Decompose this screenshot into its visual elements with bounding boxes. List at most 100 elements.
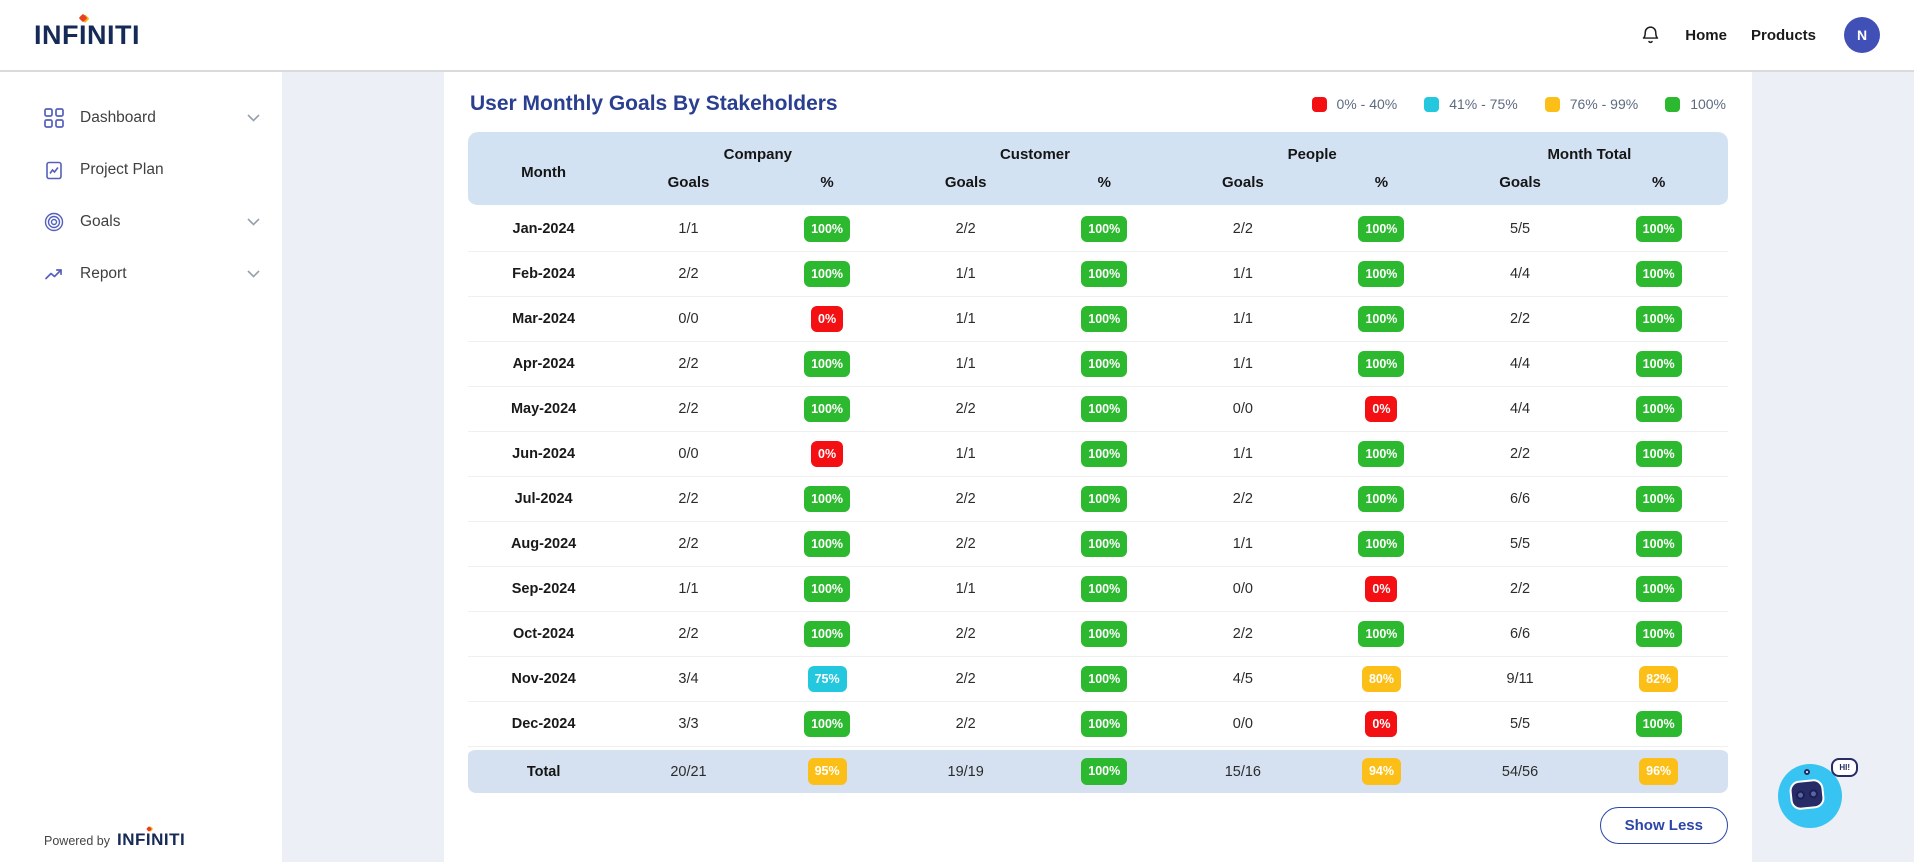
- pct-cell: 100%: [757, 387, 897, 432]
- goals-cell: 1/1: [896, 567, 1035, 612]
- percent-badge: 0%: [811, 440, 844, 468]
- legend-label: 41% - 75%: [1449, 96, 1518, 112]
- month-cell: Jul-2024: [468, 477, 620, 522]
- percent-badge: 100%: [1358, 215, 1405, 243]
- goals-cell: 4/4: [1450, 342, 1590, 387]
- month-cell: Aug-2024: [468, 522, 620, 567]
- pct-cell: 0%: [757, 432, 897, 477]
- legend-swatch: [1311, 96, 1327, 112]
- percent-badge: 100%: [804, 710, 851, 738]
- month-cell: May-2024: [468, 387, 620, 432]
- table-row: Aug-2024 2/2 100% 2/2 100% 1/1 100% 5/5 100%: [468, 522, 1728, 567]
- pct-cell: 100%: [1034, 432, 1174, 477]
- percent-badge: 0%: [1365, 395, 1398, 423]
- legend-label: 0% - 40%: [1336, 96, 1398, 112]
- month-cell: Apr-2024: [468, 342, 620, 387]
- goals-cell: 2/2: [1450, 432, 1590, 477]
- goals-cell: 2/2: [1450, 567, 1590, 612]
- content-card: User Monthly Goals By Stakeholders 0% - …: [444, 72, 1752, 862]
- goals-cell: 2/2: [896, 522, 1035, 567]
- goals-cell: 2/2: [1173, 477, 1313, 522]
- goals-cell: 1/1: [1173, 522, 1313, 567]
- goals-table: Month Company Customer People Month Tota…: [468, 132, 1728, 793]
- month-cell: Total: [468, 747, 620, 793]
- percent-badge: 75%: [807, 665, 847, 693]
- goals-cell: 0/0: [619, 432, 758, 477]
- logo-text: INF: [117, 830, 146, 849]
- card-header: User Monthly Goals By Stakeholders 0% - …: [468, 84, 1728, 124]
- sidebar-item-label: Goals: [80, 213, 121, 230]
- trend-icon: [44, 264, 64, 284]
- month-cell: Feb-2024: [468, 252, 620, 297]
- pct-cell: 100%: [1589, 207, 1728, 252]
- pct-cell: 100%: [1034, 387, 1174, 432]
- legend-swatch: [1665, 96, 1681, 112]
- pct-cell: 100%: [1034, 297, 1174, 342]
- percent-badge: 100%: [1081, 305, 1128, 333]
- sidebar-item-project-plan[interactable]: Project Plan: [0, 144, 282, 196]
- logo-text: NITI: [151, 830, 186, 849]
- nav-link-home[interactable]: Home: [1685, 26, 1727, 44]
- month-cell: Oct-2024: [468, 612, 620, 657]
- percent-badge: 100%: [804, 260, 851, 288]
- goals-cell: 5/5: [1450, 522, 1590, 567]
- legend-item: 0% - 40%: [1311, 96, 1398, 112]
- goals-cell: 2/2: [619, 342, 758, 387]
- pct-cell: 100%: [1312, 432, 1451, 477]
- percent-badge: 100%: [1081, 530, 1128, 558]
- chevron-down-icon: [247, 109, 260, 127]
- pct-cell: 100%: [757, 567, 897, 612]
- logo-text-dotted: I: [79, 19, 88, 50]
- goals-cell: 2/2: [896, 702, 1035, 747]
- pct-cell: 94%: [1312, 747, 1451, 793]
- header-goals: Goals: [1173, 169, 1313, 207]
- month-cell: Jun-2024: [468, 432, 620, 477]
- table-row: Mar-2024 0/0 0% 1/1 100% 1/1 100% 2/2 100%: [468, 297, 1728, 342]
- legend-item: 76% - 99%: [1544, 96, 1638, 112]
- percent-badge: 100%: [1081, 260, 1128, 288]
- goals-cell: 2/2: [1173, 207, 1313, 252]
- pct-cell: 100%: [1034, 252, 1174, 297]
- goals-cell: 2/2: [619, 477, 758, 522]
- percent-badge: 100%: [1081, 758, 1128, 785]
- percent-badge: 100%: [1635, 485, 1682, 513]
- goals-cell: 1/1: [896, 342, 1035, 387]
- percent-badge: 0%: [1365, 575, 1398, 603]
- percent-badge: 0%: [1365, 710, 1398, 738]
- goals-cell: 0/0: [1173, 387, 1313, 432]
- footer-brand-logo: INF I NITI: [117, 826, 186, 850]
- percent-badge: 0%: [811, 305, 844, 333]
- nav-link-products[interactable]: Products: [1750, 26, 1816, 44]
- header-group-company: Company: [619, 132, 897, 169]
- sidebar-item-report[interactable]: Report: [0, 248, 282, 300]
- sidebar: Dashboard Project Plan Goals Report Powe…: [0, 72, 282, 862]
- show-less-button[interactable]: Show Less: [1599, 807, 1728, 844]
- powered-by-label: Powered by: [44, 834, 111, 848]
- month-cell: Sep-2024: [468, 567, 620, 612]
- avatar[interactable]: N: [1844, 17, 1880, 53]
- goals-cell: 2/2: [619, 612, 758, 657]
- sidebar-item-dashboard[interactable]: Dashboard: [0, 92, 282, 144]
- percent-badge: 100%: [804, 395, 851, 423]
- percent-badge: 100%: [1081, 710, 1128, 738]
- header-group-people: People: [1173, 132, 1451, 169]
- chatbot-launcher[interactable]: HI!: [1778, 758, 1858, 828]
- goals-cell: 4/4: [1450, 387, 1590, 432]
- bell-icon[interactable]: [1640, 24, 1661, 46]
- pct-cell: 100%: [1034, 657, 1174, 702]
- goals-cell: 20/21: [619, 747, 758, 793]
- logo-text: INF: [34, 19, 79, 50]
- percent-badge: 100%: [1358, 440, 1405, 468]
- page-title: User Monthly Goals By Stakeholders: [470, 92, 838, 115]
- main-area: User Monthly Goals By Stakeholders 0% - …: [282, 72, 1914, 862]
- top-navbar: INF I NITI Home Products N: [0, 0, 1914, 72]
- powered-by: Powered by INF I NITI: [44, 826, 186, 850]
- goals-cell: 1/1: [1173, 342, 1313, 387]
- header-pct: %: [1312, 169, 1451, 207]
- pct-cell: 100%: [1034, 477, 1174, 522]
- logo-text: NITI: [87, 19, 141, 50]
- sidebar-item-goals[interactable]: Goals: [0, 196, 282, 248]
- percent-badge: 100%: [1081, 215, 1128, 243]
- pct-cell: 100%: [1589, 387, 1728, 432]
- pct-cell: 0%: [757, 297, 897, 342]
